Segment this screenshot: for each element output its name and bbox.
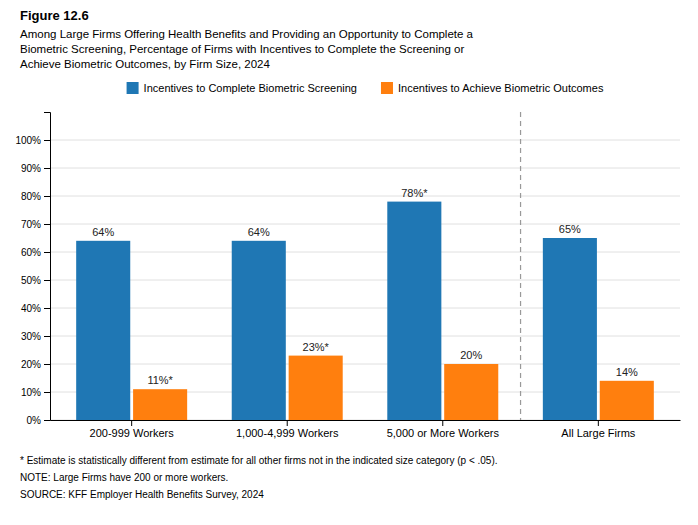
footnote: SOURCE: KFF Employer Health Benefits Sur… xyxy=(20,489,264,500)
x-tick-label: 5,000 or More Workers xyxy=(387,427,500,439)
y-tick-mark xyxy=(44,392,50,393)
y-tick-label: 10% xyxy=(21,387,41,398)
subtitle: Among Large Firms Offering Health Benefi… xyxy=(20,28,474,70)
x-tick: 5,000 or More Workers xyxy=(387,420,500,439)
data-labels: 64% 64% 78%* 65% 11%* 23%* 20% 14% xyxy=(92,187,638,387)
separator xyxy=(520,112,521,420)
legend-swatch xyxy=(127,82,139,94)
footnote: * Estimate is statistically different fr… xyxy=(20,455,498,466)
bars xyxy=(76,112,654,420)
plot: 0% 10% 20% 30% 40% 50% 60% 70% 80% 90% 100% 200-999… xyxy=(15,112,680,439)
y-tick-label: 20% xyxy=(21,359,41,370)
title: Figure 12.6 xyxy=(20,8,89,23)
y-tick-mark xyxy=(44,196,50,197)
x-tick-mark xyxy=(442,420,443,426)
x-tick-mark xyxy=(131,420,132,426)
legend-label: Incentives to Complete Biometric Screeni… xyxy=(144,82,357,94)
legend-item: Incentives to Complete Biometric Screeni… xyxy=(127,82,357,94)
y-tick: 100% xyxy=(15,135,50,146)
y-tick: 30% xyxy=(21,331,50,342)
data-label: 65% xyxy=(559,223,581,235)
y-tick-mark xyxy=(44,420,50,421)
y-tick-mark xyxy=(44,252,50,253)
y-tick-label: 50% xyxy=(21,275,41,286)
y-tick: 90% xyxy=(21,163,50,174)
y-tick-mark xyxy=(44,168,50,169)
subtitle-line: Achieve Biometric Outcomes, by Firm Size… xyxy=(20,58,270,70)
bar xyxy=(76,241,130,420)
bar xyxy=(543,238,597,420)
y-tick-label: 70% xyxy=(21,219,41,230)
y-tick: 60% xyxy=(21,247,50,258)
x-axis: 200-999 Workers 1,000-4,999 Workers 5,000 … xyxy=(51,420,681,439)
data-label: 14% xyxy=(616,366,638,378)
grid-line xyxy=(50,224,680,225)
legend-label: Incentives to Achieve Biometric Outcomes xyxy=(398,82,604,94)
y-axis-line xyxy=(44,113,51,421)
y-tick: 70% xyxy=(21,219,50,230)
legend-item: Incentives to Achieve Biometric Outcomes xyxy=(381,82,604,94)
bar xyxy=(387,202,441,420)
data-label: 11%* xyxy=(147,374,173,386)
y-tick: 40% xyxy=(21,303,50,314)
legend: Incentives to Complete Biometric Screeni… xyxy=(127,82,604,94)
data-label: 64% xyxy=(92,226,114,238)
data-label: 64% xyxy=(248,226,270,238)
footnotes: * Estimate is statistically different fr… xyxy=(20,455,498,500)
grid-line xyxy=(50,196,680,197)
x-tick: All Large Firms xyxy=(561,420,635,439)
y-tick-label: 100% xyxy=(15,135,41,146)
y-tick-mark xyxy=(44,140,50,141)
y-tick: 80% xyxy=(21,191,50,202)
x-tick-mark xyxy=(598,420,599,426)
bar xyxy=(133,389,187,420)
bar xyxy=(600,381,654,420)
y-tick-label: 80% xyxy=(21,191,41,202)
legend-swatch xyxy=(381,82,393,94)
y-tick-mark xyxy=(44,308,50,309)
y-tick-mark xyxy=(44,364,50,365)
y-tick-label: 40% xyxy=(21,303,41,314)
data-label: 20% xyxy=(460,349,482,361)
y-tick-label: 30% xyxy=(21,331,41,342)
y-tick-mark xyxy=(44,224,50,225)
y-tick-mark xyxy=(44,280,50,281)
data-label: 78%* xyxy=(401,187,428,199)
data-label: 23%* xyxy=(303,341,330,353)
y-tick-mark xyxy=(44,336,50,337)
subtitle-line: Among Large Firms Offering Health Benefi… xyxy=(20,28,474,40)
x-tick-mark xyxy=(287,420,288,426)
x-tick: 200-999 Workers xyxy=(90,420,175,439)
chart: Figure 12.6 Among Large Firms Offering He… xyxy=(0,0,698,525)
y-tick-label: 60% xyxy=(21,247,41,258)
x-axis-line xyxy=(51,420,681,421)
x-tick: 1,000-4,999 Workers xyxy=(236,420,339,439)
y-tick: 0% xyxy=(27,415,50,426)
grid-line xyxy=(50,168,680,169)
x-tick-label: 1,000-4,999 Workers xyxy=(236,427,339,439)
y-tick-label: 0% xyxy=(27,415,42,426)
x-tick-label: All Large Firms xyxy=(561,427,635,439)
bar xyxy=(444,364,498,420)
bar xyxy=(232,241,286,420)
y-tick: 50% xyxy=(21,275,50,286)
subtitle-line: Biometric Screening, Percentage of Firms… xyxy=(20,43,464,55)
y-tick-label: 90% xyxy=(21,163,41,174)
grid xyxy=(50,140,680,420)
grid-line xyxy=(50,140,680,141)
x-tick-label: 200-999 Workers xyxy=(90,427,175,439)
footnote: NOTE: Large Firms have 200 or more worke… xyxy=(20,472,228,483)
y-tick: 20% xyxy=(21,359,50,370)
bar xyxy=(289,356,343,420)
y-tick: 10% xyxy=(21,387,50,398)
y-axis: 0% 10% 20% 30% 40% 50% 60% 70% 80% 90% 100% xyxy=(15,113,50,426)
